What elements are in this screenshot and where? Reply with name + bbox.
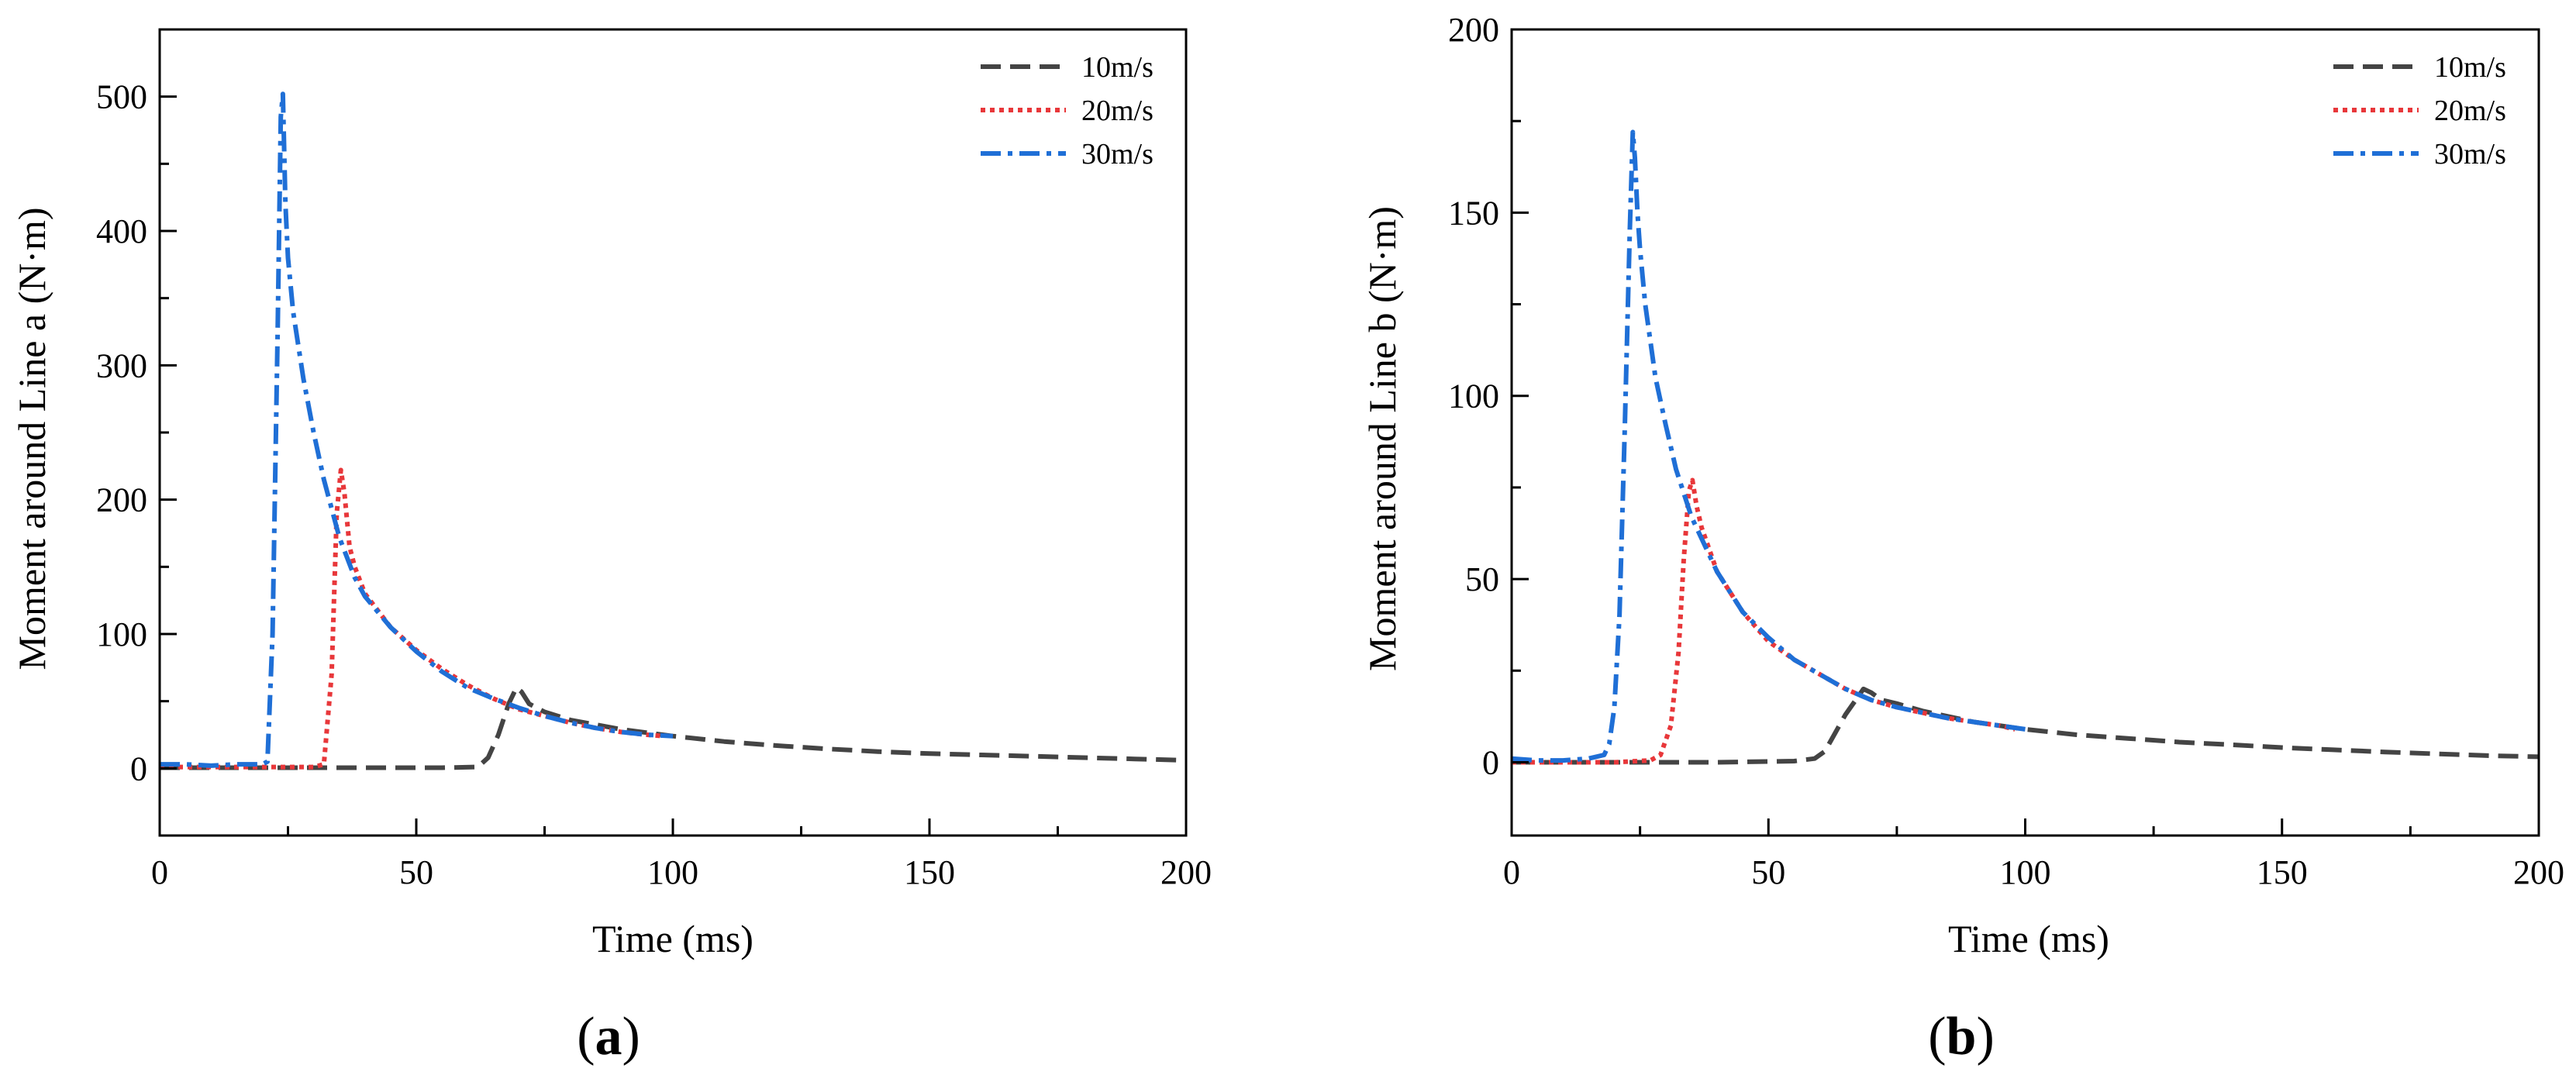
x-tick-label-a: 200 <box>1160 853 1212 891</box>
series-line-a-10m-s <box>160 685 1187 770</box>
panel-label-b: (b) <box>1928 1007 1995 1066</box>
chart-panel-b: 0 50 100 150 20005010015020010m/s20m/s30m/s … <box>1360 11 2564 1066</box>
x-tick-label-a: 100 <box>647 853 698 891</box>
panel-label-b-close: ) <box>1976 1007 1994 1066</box>
legend-label-b-2: 30m/s <box>2434 138 2506 171</box>
chart-panel-a: 0 50 100 150 200 0 100 200 300 400 500 10m/s 20m/s 30… <box>10 28 1212 1066</box>
y-tick-label-b: 150 <box>1448 194 1499 232</box>
legend-label-a-0: 10m/s <box>1081 51 1154 84</box>
x-axis-title-b: Time (ms) <box>1948 917 2109 960</box>
panel-label-a-letter: a <box>595 1007 622 1066</box>
panel-label-b-open: ( <box>1928 1007 1946 1066</box>
y-axis-title-b: Moment around Line b (N·m) <box>1360 206 1404 671</box>
series-line-b-10m-s <box>1512 686 2540 765</box>
x-tick-label-a: 50 <box>399 853 433 891</box>
x-tick-label-b: 150 <box>2257 853 2308 891</box>
panel-label-a: (a) <box>577 1007 640 1066</box>
x-tick-label-b: 50 <box>1751 853 1785 891</box>
y-tick-label-b: 50 <box>1465 560 1499 598</box>
y-tick-label-a: 400 <box>96 212 147 250</box>
y-axis-title-a: Moment around Line a (N·m) <box>10 207 53 670</box>
legend-label-b-1: 20m/s <box>2434 95 2506 127</box>
y-tick-label-a: 0 <box>130 749 147 787</box>
series-line-a-30m-s <box>160 91 674 768</box>
x-tick-label-b: 0 <box>1503 853 1520 891</box>
legend-label-a-2: 30m/s <box>1081 138 1154 171</box>
y-tick-label-b: 100 <box>1448 377 1499 415</box>
x-tick-label-a: 0 <box>151 853 168 891</box>
legend-label-b-0: 10m/s <box>2434 51 2506 84</box>
x-tick-label-b: 100 <box>2000 853 2051 891</box>
series-line-b-20m-s <box>1512 477 2016 765</box>
y-tick-label-b: 0 <box>1482 743 1499 781</box>
x-axis-title-a: Time (ms) <box>592 917 753 960</box>
y-tick-label-a: 200 <box>96 481 147 519</box>
panel-label-a-close: ) <box>622 1007 640 1066</box>
y-tick-label-a: 100 <box>96 615 147 653</box>
series-line-b-30m-s <box>1511 129 2026 763</box>
plot-area-b: 0 50 100 150 200 0 50 100 150 200 10m/s 20m/s 30m/s <box>1448 11 2564 891</box>
panel-label-b-letter: b <box>1947 1007 1977 1066</box>
plot-area-a: 0 50 100 150 200 0 100 200 300 400 500 10m/s 20m/s 30… <box>96 28 1212 891</box>
y-tick-label-a: 300 <box>96 346 147 384</box>
legend-label-a-1: 20m/s <box>1081 95 1154 127</box>
y-tick-label-a: 500 <box>96 78 147 116</box>
panel-label-a-open: ( <box>577 1007 595 1066</box>
y-tick-label-b: 200 <box>1448 11 1499 49</box>
x-tick-label-a: 150 <box>904 853 955 891</box>
x-tick-label-b: 200 <box>2513 853 2564 891</box>
plot-frame-a <box>158 28 1188 837</box>
